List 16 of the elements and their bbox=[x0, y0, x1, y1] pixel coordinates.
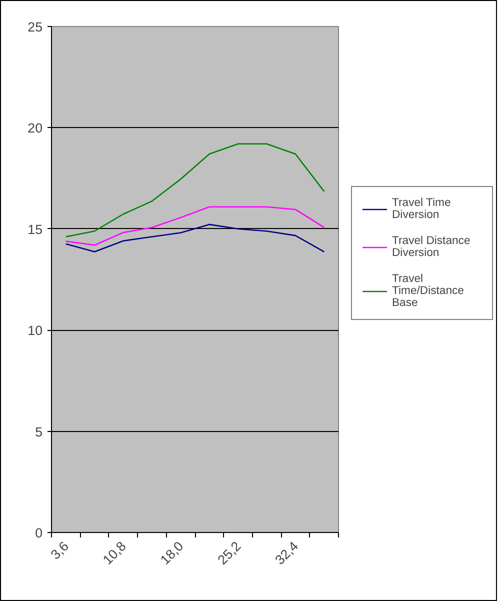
y-tick-label: 5 bbox=[35, 424, 43, 440]
line-series bbox=[65, 224, 325, 252]
y-tick-label: 15 bbox=[28, 222, 43, 237]
legend-label: Travel Time/Distance Base bbox=[392, 273, 465, 309]
line-series bbox=[65, 206, 325, 246]
y-tick-label: 25 bbox=[28, 20, 43, 34]
x-tick-label: 3,6 bbox=[48, 538, 72, 562]
legend-label: Travel Time Diversion bbox=[392, 197, 452, 221]
legend-label: Travel Distance Diversion bbox=[392, 235, 472, 259]
x-tick-label: 32,4 bbox=[272, 538, 302, 568]
y-tick-label: 10 bbox=[28, 323, 43, 338]
x-tick-label: 18,0 bbox=[157, 538, 186, 568]
y-tick-label: 0 bbox=[35, 526, 43, 540]
line-series bbox=[65, 143, 325, 238]
x-tick-label: 10,8 bbox=[100, 538, 129, 568]
y-tick-label: 20 bbox=[28, 120, 43, 136]
